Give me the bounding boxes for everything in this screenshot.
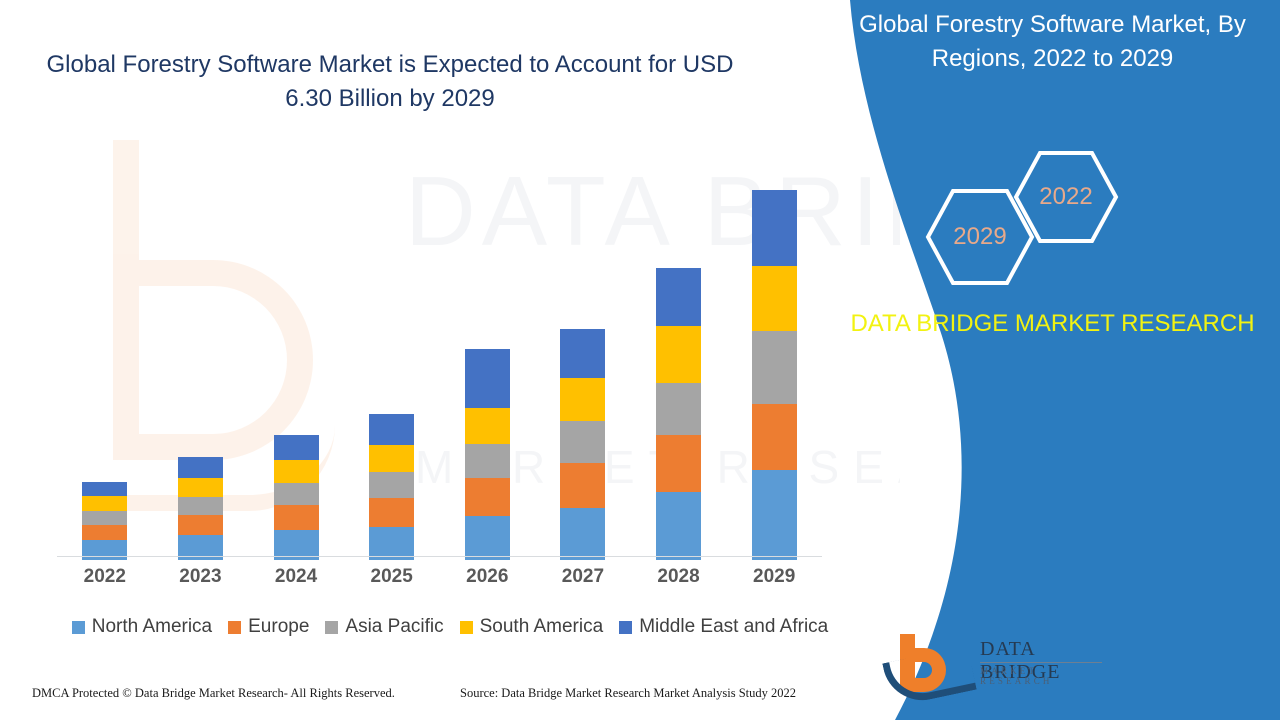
bar-segment-2027-europe xyxy=(560,463,606,508)
bar-segment-2023-europe xyxy=(177,515,223,535)
logo-bowl xyxy=(900,648,946,692)
logo-wordmark-secondary: MARKET RESEARCH xyxy=(980,666,1053,686)
bar-segment-2025-europe xyxy=(369,498,415,527)
bar-segment-2024-asia-pacific xyxy=(273,483,319,505)
bar-segment-2028-south-america xyxy=(656,326,702,383)
bar-segment-2024-north-america xyxy=(273,530,319,560)
bar-segment-2023-south-america xyxy=(177,478,223,497)
legend-item-asia-pacific[interactable]: Asia Pacific xyxy=(325,616,444,638)
bar-segment-2029-asia-pacific xyxy=(751,331,797,404)
hexagon-2022-icon xyxy=(1013,151,1119,243)
bar-segment-2027-south-america xyxy=(560,378,606,421)
bar-segment-2029-north-america xyxy=(751,470,797,560)
bar-2027 xyxy=(560,329,606,560)
legend-label: Europe xyxy=(248,616,310,637)
bar-segment-2027-asia-pacific xyxy=(560,421,606,463)
bar-segment-2023-north-america xyxy=(177,535,223,560)
watermark-text-line1: DATA BRIDGE xyxy=(405,156,900,266)
data-bridge-logo: DATA BRIDGE MARKET RESEARCH xyxy=(880,632,1110,708)
logo-divider xyxy=(980,662,1102,663)
x-axis-label-2029: 2029 xyxy=(753,566,796,587)
bar-segment-2029-middle-east-and-africa xyxy=(751,190,797,266)
bar-segment-2022-europe xyxy=(82,525,128,540)
bar-segment-2028-north-america xyxy=(656,492,702,560)
bar-segment-2022-asia-pacific xyxy=(82,511,128,525)
legend-item-middle-east-and-africa[interactable]: Middle East and Africa xyxy=(619,616,828,638)
bar-segment-2022-south-america xyxy=(82,496,128,511)
legend-item-south-america[interactable]: South America xyxy=(459,616,604,638)
bar-segment-2024-europe xyxy=(273,505,319,530)
blue-panel-shape xyxy=(850,0,1280,720)
bar-2023 xyxy=(177,457,223,560)
x-axis-label-2028: 2028 xyxy=(657,566,700,587)
bar-segment-2023-middle-east-and-africa xyxy=(177,457,223,478)
bar-segment-2025-asia-pacific xyxy=(369,472,415,498)
left-chart-panel: DATA BRIDGE MARKET RESEARCH Global Fores… xyxy=(32,51,900,700)
legend-swatch-icon xyxy=(228,620,242,634)
bar-segment-2022-middle-east-and-africa xyxy=(82,482,128,496)
panel-title: Global Forestry Software Market, By Regi… xyxy=(859,11,1246,72)
legend-label: North America xyxy=(91,616,213,637)
bar-segment-2027-middle-east-and-africa xyxy=(560,329,606,378)
bar-segment-2026-north-america xyxy=(464,516,510,560)
legend-label: Middle East and Africa xyxy=(639,616,829,637)
chart-legend: North America Europe Asia Pacific South Ame… xyxy=(55,616,845,638)
hexagon-2029-icon xyxy=(925,189,1035,285)
bar-segment-2029-europe xyxy=(751,404,797,470)
hexagon-2022-label: 2022 xyxy=(1039,183,1093,210)
logo-wordmark-primary: DATA BRIDGE xyxy=(980,638,1061,683)
brand-name: DATA BRIDGE MARKET RESEARCH xyxy=(850,310,1255,337)
bar-segment-2026-middle-east-and-africa xyxy=(464,349,510,408)
right-brand-panel: Global Forestry Software Market, By Regi… xyxy=(820,0,1280,720)
bar-2028 xyxy=(656,268,702,560)
legend-item-north-america[interactable]: North America xyxy=(71,616,213,638)
legend-label: Asia Pacific xyxy=(345,616,444,637)
bar-2029 xyxy=(751,190,797,560)
stacked-bar-chart xyxy=(57,170,822,560)
bar-segment-2023-asia-pacific xyxy=(177,497,223,515)
bar-segment-2026-europe xyxy=(464,478,510,516)
hexagon-2029-label: 2029 xyxy=(953,223,1007,250)
x-axis-label-2025: 2025 xyxy=(370,566,413,587)
footer-copyright: DMCA Protected © Data Bridge Market Rese… xyxy=(32,686,395,700)
x-axis-label-2023: 2023 xyxy=(179,566,222,587)
hexagon-badges: 2029 2022 xyxy=(925,150,1235,290)
bar-segment-2025-north-america xyxy=(369,527,415,560)
legend-label: South America xyxy=(479,616,604,637)
hexagon-2022: 2022 xyxy=(1013,150,1119,244)
bar-2024 xyxy=(273,435,319,560)
x-axis-label-2026: 2026 xyxy=(466,566,509,587)
page-title: Global Forestry Software Market is Expec… xyxy=(46,51,734,112)
x-axis-label-2024: 2024 xyxy=(274,566,318,587)
chart-axis-line xyxy=(57,556,822,557)
bar-segment-2024-middle-east-and-africa xyxy=(273,435,319,460)
bar-segment-2026-south-america xyxy=(464,408,510,444)
footer-source: Source: Data Bridge Market Research Mark… xyxy=(460,686,797,700)
chart-x-axis-labels: 2022 2023 2024 2025 2026 2027 2028 2029 xyxy=(57,566,822,596)
legend-swatch-icon xyxy=(325,620,339,634)
bar-segment-2025-middle-east-and-africa xyxy=(369,414,415,445)
bar-2022 xyxy=(82,482,128,560)
bar-segment-2028-middle-east-and-africa xyxy=(656,268,702,326)
bar-segment-2028-europe xyxy=(656,435,702,492)
bar-segment-2028-asia-pacific xyxy=(656,383,702,435)
bar-2025 xyxy=(369,414,415,560)
bar-segment-2025-south-america xyxy=(369,445,415,472)
bar-segment-2022-north-america xyxy=(82,540,128,560)
bar-2026 xyxy=(464,349,510,560)
bar-segment-2027-north-america xyxy=(560,508,606,560)
x-axis-label-2022: 2022 xyxy=(83,566,126,587)
x-axis-label-2027: 2027 xyxy=(561,566,605,587)
legend-item-europe[interactable]: Europe xyxy=(228,616,309,638)
legend-swatch-icon xyxy=(459,620,473,634)
hexagon-2029: 2029 xyxy=(925,188,1035,286)
legend-swatch-icon xyxy=(71,620,85,634)
legend-swatch-icon xyxy=(619,620,633,634)
bar-segment-2029-south-america xyxy=(751,266,797,331)
bar-segment-2026-asia-pacific xyxy=(464,444,510,478)
bar-segment-2024-south-america xyxy=(273,460,319,483)
